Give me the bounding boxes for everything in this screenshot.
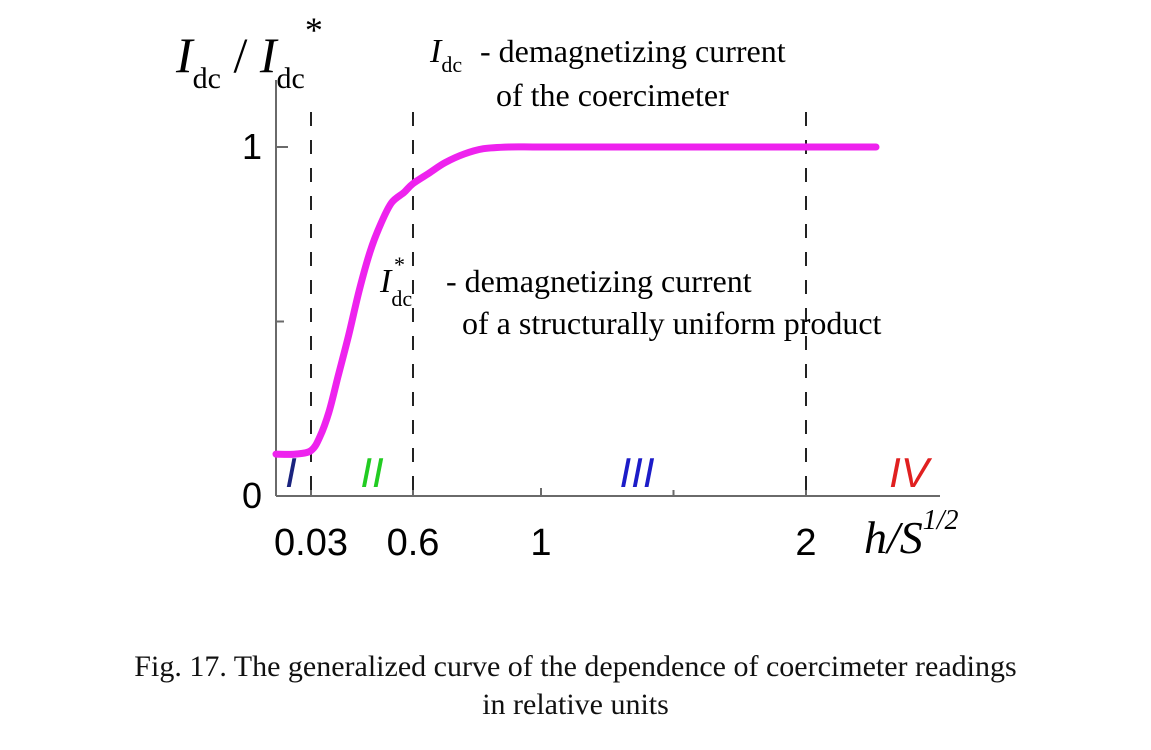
y-axis-label-sup2: * [305, 10, 323, 50]
figure-caption: Fig. 17. The generalized curve of the de… [0, 648, 1151, 724]
annotation-2-symbol: Idc [379, 263, 412, 311]
annotation-1-symbol-main: I [429, 33, 443, 70]
annotation-2-symbol-main: I [379, 263, 393, 300]
region-label-3: III [619, 449, 654, 496]
annotation-1-line1: - demagnetizing current [480, 33, 786, 69]
annotation-2-symbol-sup: * [394, 252, 405, 277]
y-axis-label-sub2: dc [277, 62, 305, 95]
y-axis-label-sep: / [221, 27, 260, 83]
series-line-0 [272, 143, 880, 458]
caption-line-2: in relative units [482, 688, 669, 721]
region-label-2: II [360, 449, 384, 496]
x-axis-label-main: h/S [864, 512, 923, 563]
annotation-2-line1: - demagnetizing current [446, 263, 752, 299]
x-tick-label-3: 2 [795, 522, 816, 564]
annotation-1-line2: of the coercimeter [496, 77, 729, 113]
region-label-1: I [285, 449, 297, 496]
y-axis-label-sub: dc [193, 62, 221, 95]
y-tick-label-1: 1 [242, 126, 262, 167]
annotation-2-line2: of a structurally uniform product [462, 305, 882, 341]
y-tick-label-0: 0 [242, 475, 262, 516]
region-label-4: IV [889, 449, 933, 496]
y-axis-label-main: I [175, 27, 195, 83]
x-axis-label: h/S1/2 [864, 505, 959, 563]
x-axis-label-sup: 1/2 [923, 505, 959, 536]
y-axis-label-main2: I [259, 27, 279, 83]
x-tick-label-1: 0.6 [387, 522, 440, 564]
x-tick-label-2: 1 [530, 522, 551, 564]
y-axis-label: Idc / Idc* [175, 10, 323, 95]
x-tick-label-0: 0.03 [274, 522, 348, 564]
annotation-2-symbol-sub: dc [391, 286, 412, 311]
annotation-1-symbol-sub: dc [441, 52, 462, 77]
caption-line-1: Fig. 17. The generalized curve of the de… [134, 650, 1017, 683]
annotation-1-symbol: Idc [429, 33, 462, 77]
